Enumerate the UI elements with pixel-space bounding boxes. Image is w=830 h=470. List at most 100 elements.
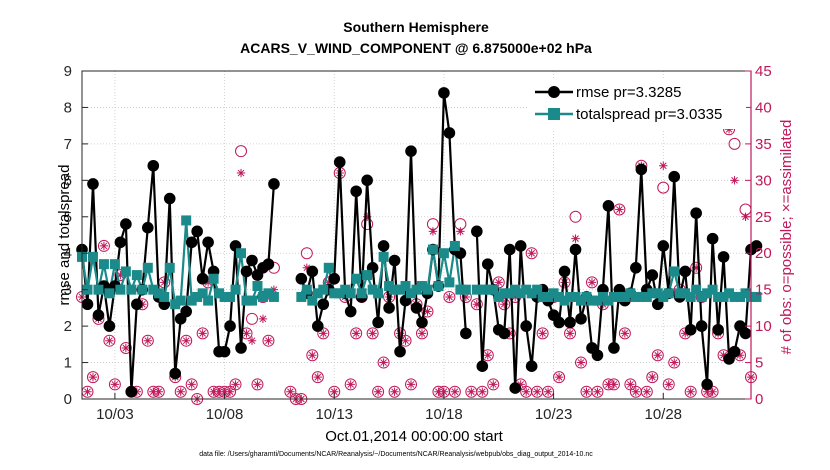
rmse-point xyxy=(728,345,741,358)
totalspread-point xyxy=(504,288,515,299)
rmse-point xyxy=(163,192,176,205)
obs-assimilated-marker xyxy=(368,329,377,338)
totalspread-point xyxy=(109,259,120,270)
obs-assimilated-marker xyxy=(308,351,317,360)
obs-possible-marker xyxy=(196,327,209,340)
obs-assimilated-marker xyxy=(434,387,443,396)
obs-assimilated-marker xyxy=(214,387,224,396)
obs-assimilated-marker xyxy=(500,300,509,309)
obs-assimilated-marker xyxy=(631,387,641,396)
obs-possible-marker xyxy=(388,385,401,398)
chart-title: Southern Hemisphere xyxy=(343,19,489,35)
obs-assimilated-marker xyxy=(154,387,163,396)
rmse-point xyxy=(202,236,214,249)
rmse-point xyxy=(103,320,116,332)
totalspread-point xyxy=(389,284,400,295)
obs-possible-marker xyxy=(613,203,626,216)
totalspread-point xyxy=(471,284,482,295)
obs-assimilated-marker xyxy=(99,241,109,251)
totalspread-point xyxy=(449,240,460,251)
obs-assimilated-marker xyxy=(220,387,229,396)
obs-possible-marker xyxy=(103,334,116,347)
y-tick-label-left: 9 xyxy=(64,63,72,80)
legend-rmse-marker xyxy=(548,86,560,98)
totalspread-point xyxy=(526,288,537,299)
rmse-point xyxy=(706,232,719,245)
obs-assimilated-marker xyxy=(521,387,531,396)
rmse-point xyxy=(306,265,319,278)
rmse-point xyxy=(196,272,209,285)
totalspread-point xyxy=(444,277,455,288)
obs-assimilated-marker xyxy=(242,329,251,338)
totalspread-point xyxy=(345,288,356,299)
obs-assimilated-marker xyxy=(395,329,405,338)
obs-assimilated-marker xyxy=(269,285,279,294)
rmse-point xyxy=(520,320,532,332)
rmse-point xyxy=(350,185,362,198)
totalspread-point xyxy=(192,291,203,302)
obs-possible-marker xyxy=(119,341,132,354)
obs-assimilated-marker xyxy=(494,278,503,287)
totalspread-point xyxy=(630,291,641,302)
totalspread-point xyxy=(257,291,268,302)
rmse-point xyxy=(388,254,401,267)
rmse-point xyxy=(575,313,587,325)
obs-assimilated-marker xyxy=(511,292,520,302)
totalspread-point xyxy=(729,291,740,302)
rmse-point xyxy=(514,240,527,252)
y-tick-label-right: 40 xyxy=(755,99,772,116)
totalspread-point xyxy=(323,262,334,273)
obs-assimilated-marker xyxy=(626,380,635,389)
x-tick-label: 10/28 xyxy=(644,406,682,423)
rmse-point xyxy=(131,298,143,311)
obs-possible-marker xyxy=(668,356,681,369)
x-tick-label: 10/03 xyxy=(96,406,134,423)
totalspread-point xyxy=(225,291,236,302)
rmse-point xyxy=(657,240,670,252)
totalspread-point xyxy=(422,284,433,295)
y-tick-label-right: 20 xyxy=(755,245,772,262)
obs-assimilated-marker xyxy=(198,329,207,338)
rmse-point xyxy=(498,327,511,340)
obs-assimilated-marker xyxy=(571,234,580,243)
obs-assimilated-marker xyxy=(702,387,712,396)
obs-possible-marker xyxy=(185,378,198,391)
rmse-point xyxy=(81,298,94,311)
totalspread-point xyxy=(120,266,131,277)
y-tick-label-left: 0 xyxy=(64,391,72,408)
obs-possible-marker xyxy=(405,378,418,391)
obs-assimilated-marker xyxy=(143,336,153,345)
obs-assimilated-marker xyxy=(560,278,569,287)
obs-assimilated-marker xyxy=(236,168,246,178)
totalspread-point xyxy=(488,284,499,295)
totalspread-point xyxy=(367,284,378,295)
totalspread-point xyxy=(296,291,307,302)
obs-assimilated-marker xyxy=(691,263,701,272)
y-tick-label-right: 35 xyxy=(755,136,772,153)
totalspread-point xyxy=(406,288,417,299)
obs-assimilated-marker xyxy=(653,351,662,360)
totalspread-point xyxy=(197,288,208,299)
obs-assimilated-marker xyxy=(532,387,542,396)
x-tick-label: 10/23 xyxy=(535,406,573,423)
rmse-point xyxy=(602,200,615,212)
obs-assimilated-marker xyxy=(324,278,333,287)
y-tick-label-left: 1 xyxy=(64,355,72,372)
rmse-point xyxy=(476,360,489,373)
totalspread-point xyxy=(219,291,230,302)
totalspread-point xyxy=(334,288,345,299)
obs-assimilated-marker xyxy=(543,387,553,396)
totalspread-point xyxy=(301,284,312,295)
rmse-point xyxy=(246,254,258,267)
totalspread-point xyxy=(236,248,247,259)
obs-assimilated-marker xyxy=(708,387,717,396)
obs-possible-marker xyxy=(640,385,653,398)
y-tick-label-left: 3 xyxy=(64,282,72,299)
y-tick-label-left: 4 xyxy=(64,245,72,262)
rmse-point xyxy=(591,349,604,362)
totalspread-point xyxy=(691,284,702,295)
totalspread-point xyxy=(175,295,186,306)
totalspread-point xyxy=(510,284,521,295)
